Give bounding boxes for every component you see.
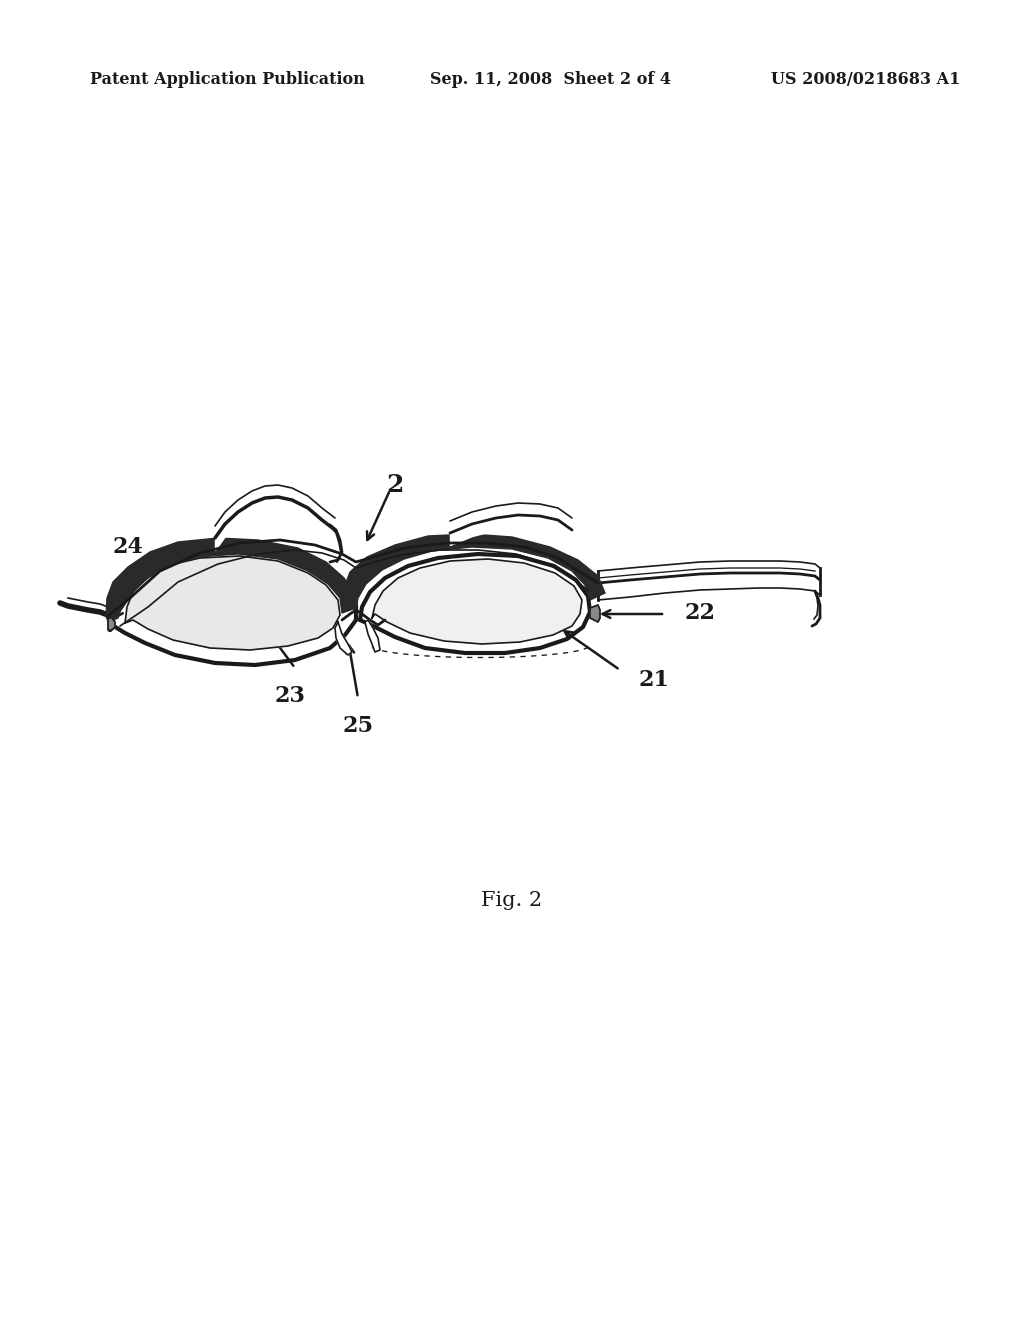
Text: 23: 23 <box>274 685 305 708</box>
Text: 21: 21 <box>638 669 669 690</box>
Text: 22: 22 <box>685 602 716 624</box>
Polygon shape <box>108 618 115 630</box>
Text: 24: 24 <box>113 536 143 558</box>
Polygon shape <box>365 620 380 652</box>
Polygon shape <box>106 539 356 622</box>
Text: Fig. 2: Fig. 2 <box>481 891 543 909</box>
Polygon shape <box>344 535 605 610</box>
Polygon shape <box>335 622 352 655</box>
Text: Sep. 11, 2008  Sheet 2 of 4: Sep. 11, 2008 Sheet 2 of 4 <box>430 71 671 88</box>
Polygon shape <box>110 548 356 665</box>
Text: US 2008/0218683 A1: US 2008/0218683 A1 <box>771 71 961 88</box>
Text: Patent Application Publication: Patent Application Publication <box>90 71 365 88</box>
Text: 2: 2 <box>386 473 403 498</box>
Polygon shape <box>360 554 590 653</box>
Polygon shape <box>590 605 600 622</box>
Text: 25: 25 <box>342 715 374 737</box>
Polygon shape <box>125 556 340 649</box>
Polygon shape <box>372 558 582 644</box>
